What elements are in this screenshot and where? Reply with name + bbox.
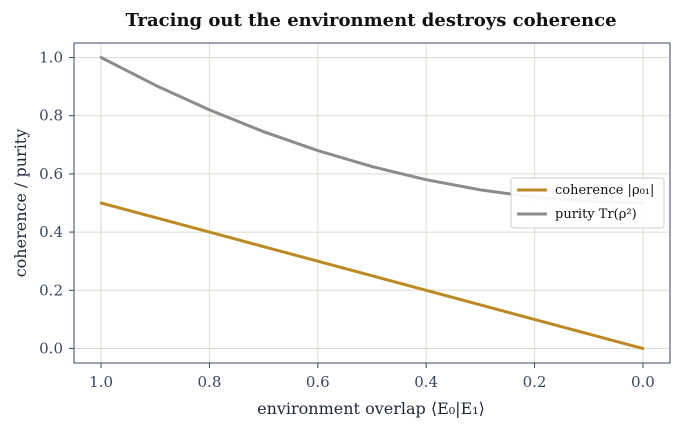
legend: coherence |ρ₀₁| purity Tr(ρ²) — [510, 177, 665, 229]
legend-label-purity: purity Tr(ρ²) — [555, 207, 637, 222]
x-tick-label: 0.8 — [198, 373, 222, 391]
x-axis-label: environment overlap ⟨E₀|E₁⟩ — [257, 399, 485, 418]
y-axis: 0.0 0.2 0.4 0.6 0.8 1.0 — [39, 49, 74, 357]
chart-title: Tracing out the environment destroys coh… — [125, 10, 616, 31]
x-tick-label: 0.2 — [523, 373, 547, 391]
x-tick-label: 0.4 — [414, 373, 438, 391]
y-tick-label: 1.0 — [39, 49, 63, 67]
legend-box — [510, 177, 665, 229]
y-tick-label: 0.8 — [39, 107, 63, 125]
legend-label-coherence: coherence |ρ₀₁| — [555, 183, 654, 198]
y-tick-label: 0.0 — [39, 339, 63, 357]
coherence-line — [99, 201, 645, 350]
y-tick-label: 0.4 — [39, 223, 63, 241]
x-tick-label: 0.6 — [306, 373, 330, 391]
y-tick-label: 0.6 — [39, 165, 63, 183]
y-tick-label: 0.2 — [39, 281, 63, 299]
x-tick-label: 1.0 — [89, 373, 113, 391]
x-tick-label: 0.0 — [631, 373, 655, 391]
plot-frame — [73, 42, 671, 364]
y-axis-label: coherence / purity — [11, 129, 30, 278]
x-axis: 1.0 0.8 0.6 0.4 0.2 0.0 — [89, 363, 655, 391]
